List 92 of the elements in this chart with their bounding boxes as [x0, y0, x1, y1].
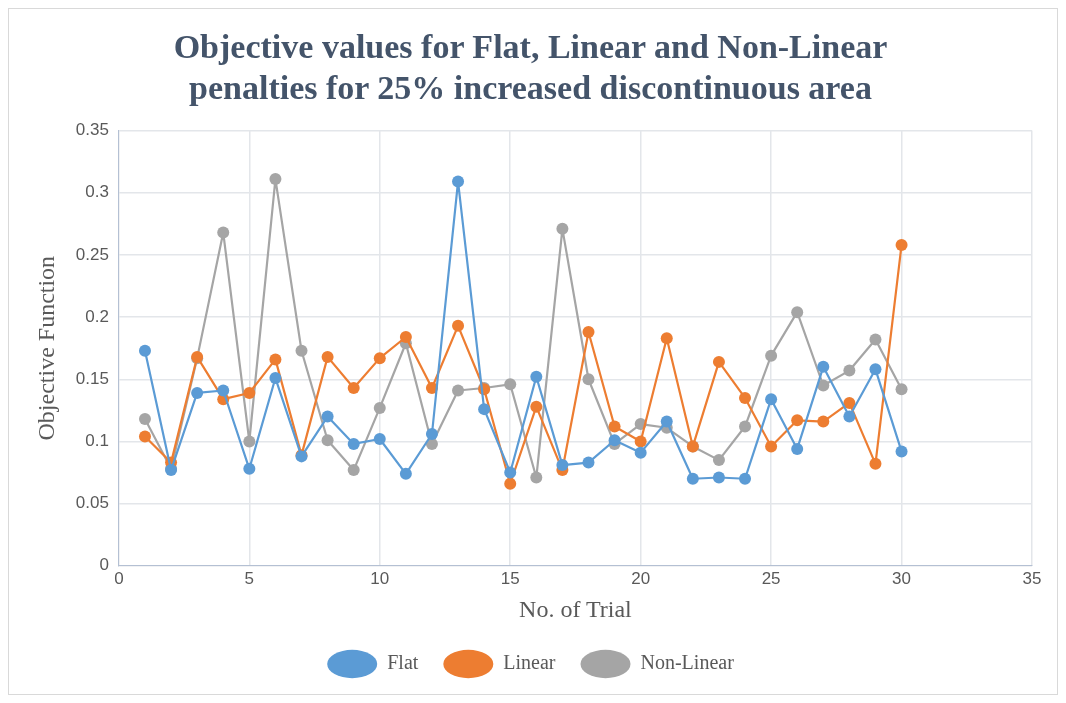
y-tick-label: 0.05: [75, 493, 109, 513]
point: [191, 386, 204, 399]
point: [399, 331, 412, 344]
legend-label: Non-Linear: [640, 651, 735, 674]
point: [791, 414, 804, 427]
x-tick-label: 10: [370, 568, 390, 588]
point: [843, 396, 856, 409]
point: [321, 434, 334, 447]
point: [452, 319, 465, 332]
point: [269, 372, 282, 385]
point: [321, 410, 334, 423]
point: [895, 383, 908, 396]
point: [895, 445, 908, 458]
point: [869, 333, 882, 346]
x-tick-label: 5: [244, 568, 255, 588]
point: [556, 459, 569, 472]
point: [138, 344, 151, 357]
point: [425, 428, 438, 440]
point: [634, 435, 647, 448]
point: [843, 364, 856, 377]
point: [452, 175, 465, 188]
y-tick-label: 0.25: [75, 244, 109, 264]
point: [739, 391, 752, 404]
point: [347, 437, 360, 450]
point: [660, 332, 673, 345]
point: [373, 401, 386, 414]
point: [843, 410, 856, 423]
x-tick-label: 25: [761, 568, 781, 588]
point: [791, 442, 804, 455]
point: [608, 420, 621, 433]
point: [712, 471, 725, 484]
x-tick-label: 0: [114, 568, 124, 588]
point: [347, 464, 360, 477]
point: [634, 446, 647, 459]
point: [295, 344, 308, 357]
legend-label: Linear: [503, 651, 556, 674]
point: [817, 415, 830, 428]
point: [686, 472, 699, 485]
x-tick-label: 35: [1022, 568, 1042, 588]
text: penalties for 25% increased discontinuous area: [189, 68, 872, 106]
point: [530, 471, 543, 484]
point: [269, 173, 282, 186]
y-tick-label: 0.2: [85, 306, 109, 326]
point: [582, 456, 595, 469]
point: [582, 373, 595, 386]
point: [712, 454, 725, 467]
point: [791, 306, 804, 319]
point: [660, 415, 673, 428]
point: [373, 352, 386, 365]
text: Objective values for Flat, Linear and Non-Linear: [173, 28, 888, 66]
point: [556, 222, 569, 235]
point: [373, 432, 386, 445]
point: [504, 477, 517, 490]
point: [582, 326, 595, 339]
point: [765, 349, 778, 362]
point: [530, 370, 543, 383]
legend-label: Flat: [387, 651, 419, 674]
point: [269, 353, 282, 366]
point: [530, 400, 543, 413]
point: [243, 462, 256, 475]
y-axis-title: Objective Function: [32, 255, 59, 441]
point: [739, 472, 752, 485]
point: [504, 466, 517, 479]
point: [243, 386, 256, 399]
point: [243, 435, 256, 448]
point: [321, 350, 334, 363]
y-tick-label: 0: [99, 555, 109, 575]
y-tick-label: 0.15: [75, 368, 109, 388]
point: [504, 378, 517, 391]
point: [895, 239, 908, 251]
point: [817, 360, 830, 373]
point: [217, 384, 230, 397]
x-tick-label: 20: [631, 568, 651, 588]
x-tick-label: 30: [892, 568, 912, 588]
point: [217, 226, 230, 239]
x-axis-title: No. of Trial: [519, 595, 633, 622]
point: [478, 403, 491, 416]
y-tick-label: 0.1: [85, 431, 109, 451]
point: [399, 467, 412, 480]
point: [347, 381, 360, 394]
point: [765, 393, 778, 406]
point: [138, 430, 151, 443]
point: [452, 384, 465, 397]
point: [869, 457, 882, 470]
y-tick-label: 0.3: [85, 182, 109, 202]
y-tick-label: 0.35: [75, 120, 109, 140]
point: [138, 413, 151, 426]
point: [712, 355, 725, 368]
x-tick-label: 15: [500, 568, 520, 588]
point: [869, 363, 882, 376]
point: [765, 440, 778, 453]
point: [739, 420, 752, 433]
